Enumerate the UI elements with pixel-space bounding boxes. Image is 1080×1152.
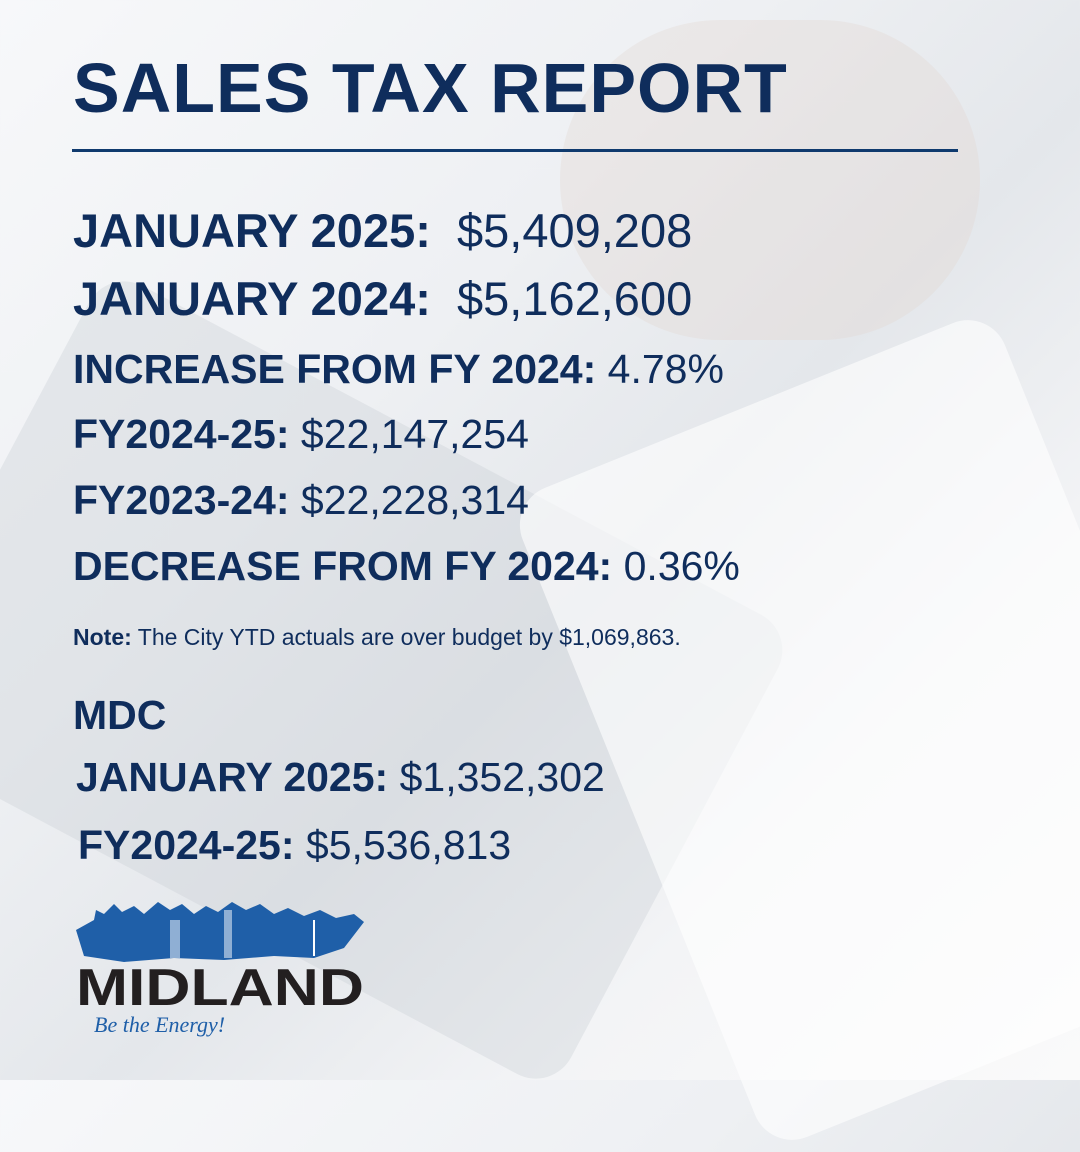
title-divider (72, 149, 958, 152)
label: FY2023-24: (73, 477, 290, 523)
row-january-2024: JANUARY 2024: $5,162,600 (73, 271, 692, 326)
row-january-2025: JANUARY 2025: $5,409,208 (73, 203, 692, 258)
row-fy2023-24: FY2023-24: $22,228,314 (73, 477, 529, 524)
value: $22,147,254 (300, 411, 529, 457)
row-fy2024-25: FY2024-25: $22,147,254 (73, 411, 529, 458)
row-decrease: DECREASE FROM FY 2024: 0.36% (73, 543, 740, 590)
note-text: The City YTD actuals are over budget by … (137, 624, 681, 650)
skyline-icon: MIDLAND Be the Energy! (76, 902, 364, 1037)
value: $5,536,813 (305, 822, 512, 868)
mdc-row-january-2025: JANUARY 2025: $1,352,302 (76, 754, 605, 801)
value: $1,352,302 (399, 754, 605, 800)
label: JANUARY 2025: (76, 754, 389, 800)
page-title: SALES TAX REPORT (73, 49, 788, 127)
label: FY2024-25: (78, 822, 295, 868)
value: $5,409,208 (457, 204, 693, 257)
label: JANUARY 2025: (73, 204, 431, 257)
logo-tagline: Be the Energy! (94, 1012, 225, 1037)
midland-logo: MIDLAND Be the Energy! (74, 900, 369, 1040)
row-increase: INCREASE FROM FY 2024: 4.78% (73, 346, 724, 393)
value: 0.36% (623, 543, 740, 589)
label: FY2024-25: (73, 411, 290, 457)
note: Note: The City YTD actuals are over budg… (73, 624, 681, 651)
label: INCREASE FROM FY 2024: (73, 346, 597, 392)
value: 4.78% (607, 346, 724, 392)
mdc-heading: MDC (73, 692, 167, 738)
label: DECREASE FROM FY 2024: (73, 543, 613, 589)
background-hand (560, 20, 980, 340)
mdc-row-fy2024-25: FY2024-25: $5,536,813 (78, 822, 511, 869)
note-label: Note: (73, 624, 132, 650)
value: $22,228,314 (300, 477, 529, 523)
logo-wordmark: MIDLAND (76, 959, 364, 1017)
value: $5,162,600 (457, 272, 693, 325)
label: JANUARY 2024: (73, 272, 431, 325)
